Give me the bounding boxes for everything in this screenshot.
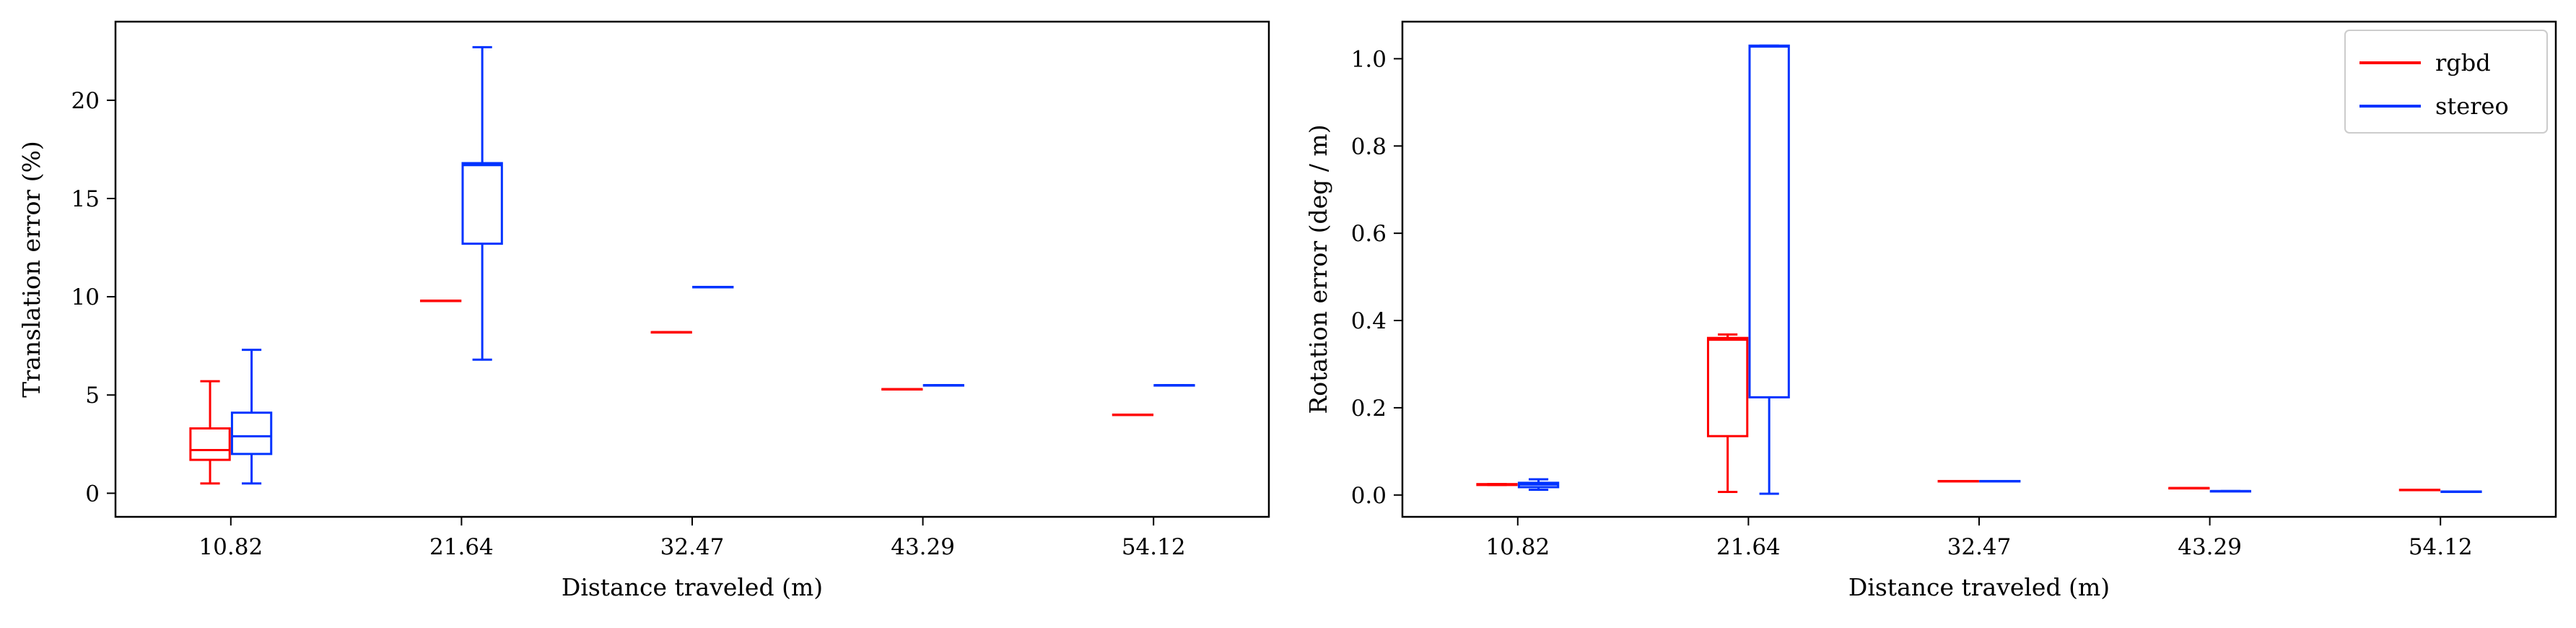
- y-tick-label: 0.6: [1351, 221, 1387, 247]
- box-stereo-10.82: [1517, 478, 1560, 492]
- x-tick-label: 10.82: [198, 534, 263, 560]
- y-tick-label: 10: [71, 284, 100, 310]
- y-tick-label: 1.0: [1351, 46, 1387, 72]
- y-tick-label: 0: [85, 481, 100, 507]
- box-iqr: [189, 427, 231, 461]
- axes-frame: [1401, 20, 2557, 518]
- x-tick-label: 21.64: [1716, 534, 1781, 560]
- y-axis-label: Rotation error (deg / m): [1304, 124, 1332, 414]
- box-stereo-43.29: [922, 384, 965, 387]
- box-stereo-32.47: [692, 286, 734, 289]
- box-rgbd-10.82: [1476, 483, 1518, 487]
- legend: rgbd stereo: [2344, 30, 2548, 134]
- x-tick-label: 32.47: [1947, 534, 2012, 560]
- box-stereo-21.64: [1748, 44, 1790, 495]
- box-iqr: [461, 162, 503, 245]
- legend-label-stereo: stereo: [2435, 92, 2509, 120]
- x-tick-label: 43.29: [891, 534, 955, 560]
- y-tick-label: 5: [85, 383, 100, 409]
- x-tick-label: 54.12: [1122, 534, 1186, 560]
- y-tick-label: 0.8: [1351, 134, 1387, 160]
- x-tick-label: 21.64: [429, 534, 494, 560]
- box-rgbd-43.29: [2168, 487, 2210, 490]
- x-axis-label: Distance traveled (m): [1848, 573, 2110, 601]
- y-tick-label: 0.0: [1351, 483, 1387, 509]
- box-rgbd-10.82: [189, 380, 231, 485]
- y-tick-label: 15: [71, 186, 100, 212]
- box-rgbd-21.64: [419, 300, 462, 302]
- box-rgbd-21.64: [1706, 333, 1749, 494]
- y-axis-label: Translation error (%): [17, 141, 45, 398]
- box-rgbd-54.12: [2398, 489, 2441, 492]
- box-stereo-10.82: [230, 349, 273, 485]
- y-tick-label: 0.4: [1351, 308, 1387, 334]
- box-iqr: [1706, 336, 1749, 437]
- x-tick-label: 32.47: [660, 534, 725, 560]
- box-rgbd-54.12: [1112, 413, 1154, 417]
- axes-frame: [114, 20, 1270, 518]
- box-rgbd-32.47: [650, 331, 692, 334]
- translation-error-panel: 0 5 10 15 20 10.82 21.64 32.47 43.29 54.12 Distanc…: [17, 20, 1270, 601]
- x-tick-label: 54.12: [2409, 534, 2473, 560]
- box-iqr: [1748, 44, 1790, 398]
- x-tick-label: 10.82: [1485, 534, 1550, 560]
- rotation-error-panel: 0.0 0.2 0.4 0.6 0.8 1.0 10.82 21.64 32.47 43.29 54…: [1304, 20, 2557, 601]
- box-iqr: [230, 411, 273, 455]
- x-axis-label: Distance traveled (m): [562, 573, 823, 601]
- box-rgbd-43.29: [881, 388, 923, 391]
- y-tick-label: 0.2: [1351, 396, 1387, 422]
- box-stereo-43.29: [2209, 489, 2252, 493]
- box-stereo-54.12: [1153, 384, 1195, 387]
- y-tick-label: 20: [71, 88, 100, 114]
- legend-label-rgbd: rgbd: [2435, 49, 2491, 77]
- x-tick-label: 43.29: [2178, 534, 2242, 560]
- box-stereo-21.64: [461, 45, 503, 361]
